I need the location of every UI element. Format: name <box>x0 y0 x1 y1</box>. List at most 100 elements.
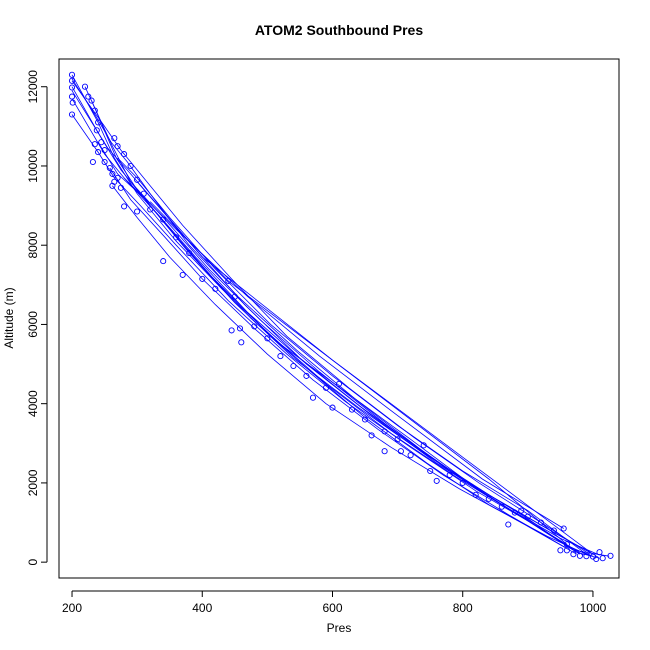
y-tick-label: 4000 <box>26 390 40 417</box>
data-point <box>236 325 244 332</box>
data-point <box>472 491 479 498</box>
plot-area <box>68 71 614 563</box>
data-point <box>433 477 440 484</box>
x-tick-label: 200 <box>62 601 82 615</box>
data-point <box>91 141 98 148</box>
data-point <box>81 83 89 90</box>
x-tick-label: 400 <box>192 601 212 615</box>
data-point <box>69 99 76 106</box>
data-point <box>68 71 76 78</box>
y-tick-label: 12000 <box>26 70 40 104</box>
data-point <box>264 335 271 342</box>
data-point <box>134 176 141 183</box>
axes: 200 400 600 800 1000020004000600080001000012… <box>26 58 620 615</box>
data-point <box>446 471 453 479</box>
data-point <box>381 448 388 455</box>
data-point <box>238 339 245 346</box>
chart-title: ATOM2 Southbound Pres <box>255 22 423 38</box>
y-tick-label: 0 <box>26 559 40 566</box>
data-point <box>329 404 336 411</box>
series-line <box>136 181 594 555</box>
data-point <box>225 277 232 284</box>
data-point <box>212 285 219 292</box>
series-line <box>71 114 584 556</box>
data-point <box>485 495 492 502</box>
data-point <box>576 552 583 559</box>
data-point <box>277 353 284 360</box>
data-point <box>95 149 102 156</box>
y-axis-label: Altitude (m) <box>2 287 16 348</box>
data-point <box>109 170 116 177</box>
data-point <box>101 158 108 166</box>
series-line <box>112 185 577 555</box>
data-point <box>505 521 512 528</box>
data-point <box>511 509 518 516</box>
data-point <box>397 448 404 455</box>
series-line <box>71 78 581 555</box>
data-point <box>121 151 128 158</box>
data-point <box>303 372 310 379</box>
data-point <box>570 551 577 558</box>
data-point <box>537 519 544 526</box>
data-point <box>160 216 167 223</box>
data-point <box>88 97 95 104</box>
data-point <box>85 93 92 100</box>
data-point <box>111 135 118 142</box>
data-point <box>593 555 600 563</box>
data-point <box>173 234 180 241</box>
data-point <box>114 174 121 181</box>
series-line <box>97 141 594 555</box>
data-point <box>121 203 128 210</box>
data-point <box>89 158 96 166</box>
data-point <box>160 258 167 265</box>
data-point <box>407 452 414 459</box>
y-tick-label: 2000 <box>26 469 40 496</box>
data-point <box>394 436 401 443</box>
data-point <box>140 190 147 197</box>
data-point <box>179 271 186 278</box>
x-axis-label: Pres <box>327 621 352 635</box>
y-tick-label: 10000 <box>26 149 40 183</box>
series-line <box>109 167 568 549</box>
data-point <box>68 93 76 100</box>
data-point <box>498 503 505 510</box>
data-point <box>117 184 124 191</box>
plot-frame <box>58 58 620 579</box>
data-point <box>106 164 113 172</box>
data-point <box>290 362 297 370</box>
data-point <box>101 147 108 154</box>
series-line <box>91 100 600 559</box>
data-point <box>199 275 206 282</box>
data-point <box>98 139 105 146</box>
data-point <box>563 547 570 554</box>
data-point <box>596 549 603 556</box>
data-point <box>322 384 330 391</box>
series-line <box>149 201 568 545</box>
data-point <box>607 552 614 559</box>
data-point <box>381 428 388 435</box>
series-line <box>117 157 587 555</box>
data-point <box>420 442 427 449</box>
series-line <box>71 90 597 557</box>
x-tick-label: 1000 <box>580 601 607 615</box>
data-point <box>251 323 258 330</box>
data-point <box>91 107 98 114</box>
data-point <box>518 507 525 514</box>
data-point <box>524 513 531 520</box>
data-point <box>95 119 102 126</box>
data-point <box>109 182 116 189</box>
data-point <box>147 206 154 213</box>
data-point <box>583 553 590 560</box>
data-point <box>563 541 570 548</box>
series-line <box>71 98 590 557</box>
data-point <box>427 467 434 475</box>
data-point <box>68 77 76 84</box>
data-point <box>228 327 235 334</box>
data-point <box>459 479 466 486</box>
data-point <box>68 111 76 118</box>
data-point <box>93 127 100 134</box>
y-tick-label: 8000 <box>26 232 40 259</box>
series-line <box>123 177 564 529</box>
data-point <box>127 162 134 170</box>
